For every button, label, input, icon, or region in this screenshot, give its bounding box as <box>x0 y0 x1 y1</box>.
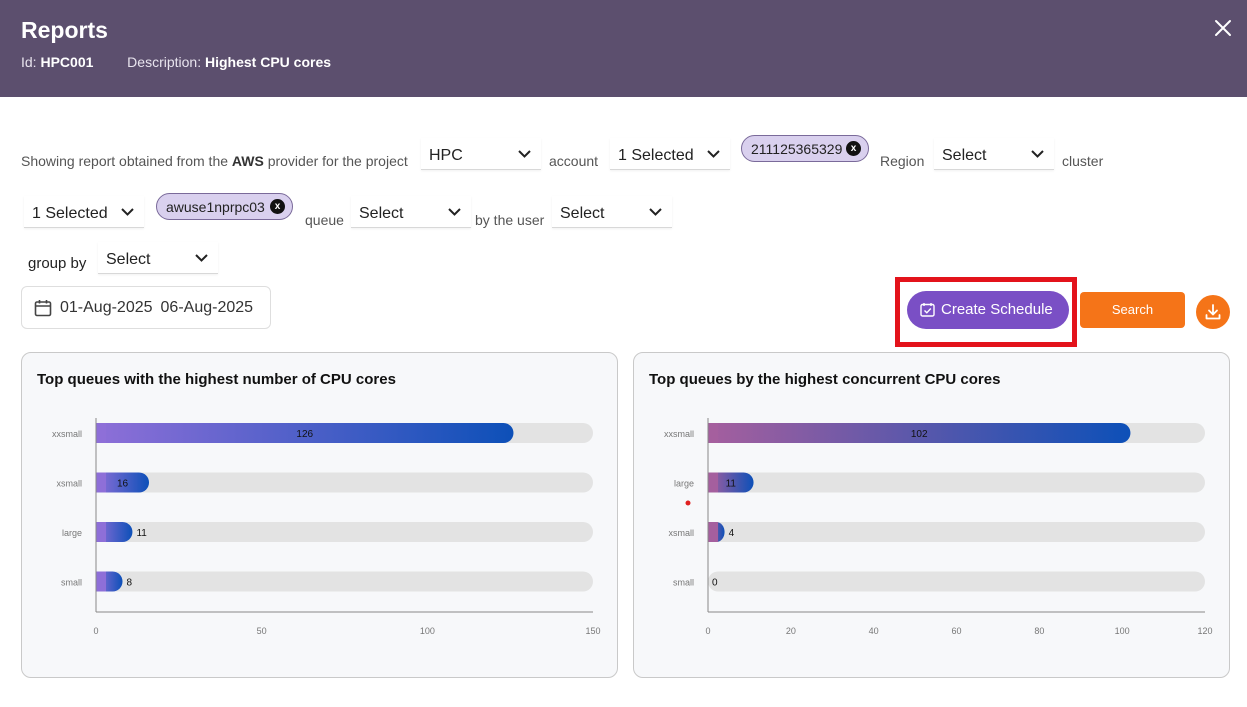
chart-card-cpu-cores: Top queues with the highest number of CP… <box>21 352 618 678</box>
description-label: Description: <box>127 54 202 70</box>
category-label: xsmall <box>668 528 694 538</box>
chevron-down-icon <box>1031 150 1044 158</box>
bar-track <box>96 522 593 542</box>
user-select[interactable]: Select <box>552 196 672 228</box>
bar-edge <box>96 423 106 443</box>
bar-chart: xxsmall 126 xsmall 16 large 11 small 8 0 50 100 150 <box>52 418 601 636</box>
calendar-icon <box>34 300 52 317</box>
region-label: Region <box>880 153 925 169</box>
bar-edge <box>96 522 106 542</box>
chevron-down-icon <box>649 208 662 216</box>
value-label: 16 <box>117 479 129 490</box>
date-start: 01-Aug-2025 <box>60 299 153 316</box>
highlight-box <box>895 277 1077 347</box>
x-tick-label: 150 <box>585 626 600 636</box>
category-label: xxsmall <box>664 429 694 439</box>
provider-name: AWS <box>231 153 264 169</box>
chart-card-concurrent-cores: Top queues by the highest concurrent CPU… <box>633 352 1230 678</box>
bar-track <box>708 522 1205 542</box>
group-by-select[interactable]: Select <box>98 242 218 274</box>
chart-title: Top queues by the highest concurrent CPU… <box>649 371 1001 388</box>
bar-track <box>96 472 593 493</box>
category-label: large <box>674 479 694 489</box>
value-label: 0 <box>712 578 718 589</box>
page-title: Reports <box>21 17 108 43</box>
cluster-chip: awuse1nprpc03 x <box>156 193 293 220</box>
bar-edge <box>96 571 106 592</box>
account-label: account <box>549 153 599 169</box>
x-tick-label: 50 <box>257 626 267 636</box>
category-label: xxsmall <box>52 429 82 439</box>
bar-edge <box>96 472 106 493</box>
bar-edge <box>708 522 718 542</box>
queue-select[interactable]: Select <box>351 196 471 228</box>
remove-chip-icon[interactable]: x <box>270 199 285 214</box>
category-label: small <box>61 578 82 588</box>
date-range-picker[interactable]: 01-Aug-2025 06-Aug-2025 <box>21 286 271 329</box>
queue-label: queue <box>305 212 344 228</box>
category-label: small <box>673 578 694 588</box>
alert-dot <box>685 500 691 506</box>
chevron-down-icon <box>195 254 208 262</box>
value-label: 126 <box>296 429 313 440</box>
bar-chart: xxsmall 102 large 11 xsmall 4 small 0 0 20 40 60 80 1… <box>664 418 1213 636</box>
close-icon[interactable] <box>1213 18 1233 38</box>
create-schedule-button[interactable]: Create Schedule <box>907 291 1069 329</box>
user-label: by the user <box>475 212 545 228</box>
bar-xsmall[interactable] <box>96 472 150 493</box>
account-chip: 211125365329 x <box>741 135 869 162</box>
value-label: 8 <box>127 578 133 589</box>
download-icon <box>1205 304 1221 320</box>
x-tick-label: 100 <box>1115 626 1130 636</box>
x-tick-label: 0 <box>93 626 98 636</box>
bar-track <box>708 571 1205 592</box>
id-label: Id: <box>21 54 37 70</box>
remove-chip-icon[interactable]: x <box>846 141 861 156</box>
date-end: 06-Aug-2025 <box>160 299 254 316</box>
region-select[interactable]: Select <box>934 138 1054 170</box>
calendar-check-icon <box>920 303 935 317</box>
value-label: 102 <box>911 429 928 440</box>
bar-xxsmall[interactable] <box>96 423 514 443</box>
chevron-down-icon <box>121 208 134 216</box>
value-label: 11 <box>136 528 147 539</box>
cluster-label: cluster <box>1062 153 1104 169</box>
chart-title: Top queues with the highest number of CP… <box>37 371 396 388</box>
chevron-down-icon <box>448 208 461 216</box>
value-label: 11 <box>726 479 737 490</box>
cluster-select[interactable]: 1 Selected <box>24 196 144 228</box>
bar-edge <box>708 423 718 443</box>
group-by-label: group by <box>28 255 87 272</box>
bar-xxsmall[interactable] <box>708 423 1131 443</box>
x-tick-label: 20 <box>786 626 796 636</box>
project-select[interactable]: HPC <box>421 138 541 170</box>
x-tick-label: 100 <box>420 626 435 636</box>
report-meta: Id: HPC001 Description: Highest CPU core… <box>21 54 331 70</box>
x-tick-label: 0 <box>705 626 710 636</box>
download-button[interactable] <box>1196 295 1230 329</box>
account-select[interactable]: 1 Selected <box>610 138 730 170</box>
x-tick-label: 40 <box>869 626 879 636</box>
bar-edge <box>708 472 718 493</box>
value-label: 4 <box>729 528 735 539</box>
bar-track <box>96 571 593 592</box>
bar-large[interactable] <box>708 472 754 493</box>
category-label: large <box>62 528 82 538</box>
x-tick-label: 120 <box>1197 626 1212 636</box>
report-header: Reports Id: HPC001 Description: Highest … <box>0 0 1247 97</box>
description-value: Highest CPU cores <box>204 54 332 70</box>
filter-intro: Showing report obtained from the AWS pro… <box>21 153 408 169</box>
bar-track <box>708 472 1205 493</box>
chevron-down-icon <box>518 150 531 158</box>
x-tick-label: 80 <box>1034 626 1044 636</box>
x-tick-label: 60 <box>951 626 961 636</box>
chevron-down-icon <box>707 150 720 158</box>
id-value: HPC001 <box>40 54 94 70</box>
search-button[interactable]: Search <box>1080 292 1185 328</box>
category-label: xsmall <box>56 479 82 489</box>
